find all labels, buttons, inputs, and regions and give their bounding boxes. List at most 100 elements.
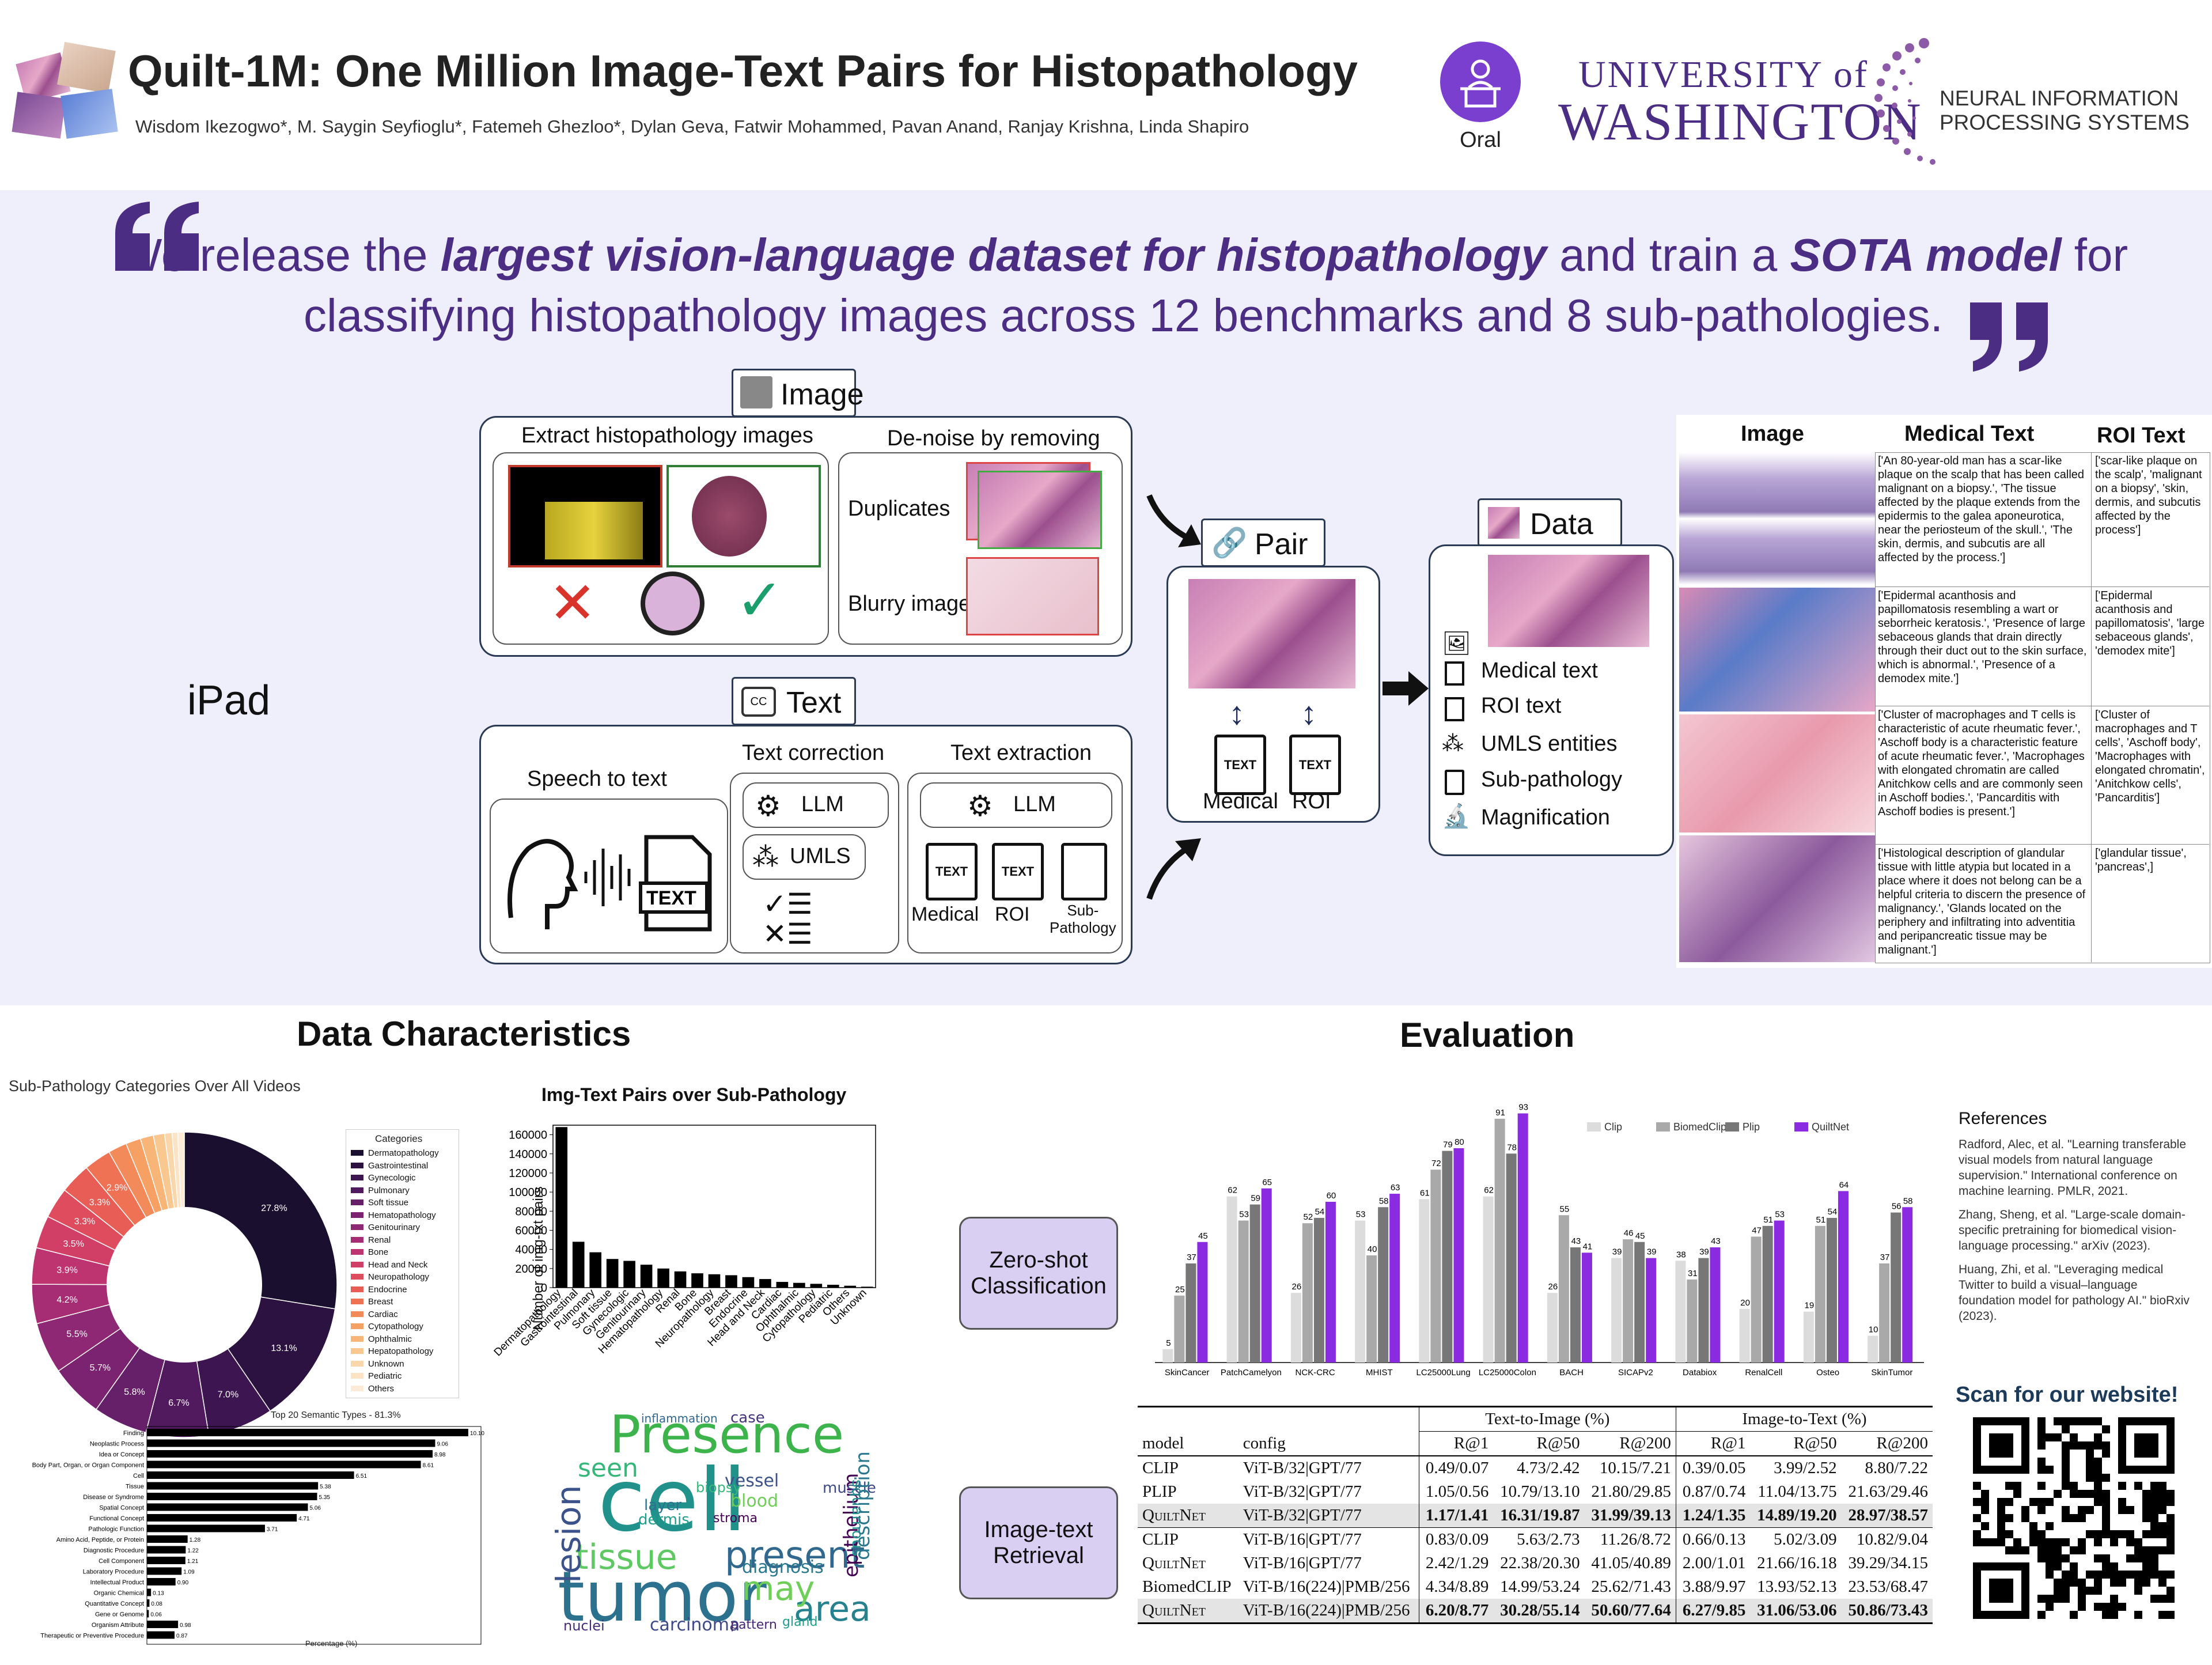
retrieval-cell: 23.53/68.47 (1848, 1577, 1928, 1596)
eval-bar (1419, 1199, 1430, 1363)
donut-slice-label: 27.8% (261, 1204, 287, 1213)
donut-chart: 27.8% 13.1% 7.0% 6.7% 5.8% 5.7% 5.5% 4.2% 3.9% 3.… (31, 1132, 338, 1438)
retrieval-cell: 16.31/19.87 (1500, 1506, 1580, 1524)
semantic-value: 0.06 (150, 1612, 162, 1618)
retrieval-spacer (1138, 1407, 1419, 1432)
eval-bar-value: 41 (1583, 1242, 1593, 1251)
legend-label: Breast (368, 1297, 393, 1307)
retrieval-cell: 0.39/0.05 (1675, 1456, 1751, 1480)
qr-code-icon[interactable] (1973, 1417, 2175, 1619)
eval-bar (1570, 1247, 1581, 1363)
pair-roi-label: ROI (1292, 789, 1331, 813)
word-may: may (742, 1569, 815, 1608)
eval-bar-value: 39 (1699, 1247, 1709, 1257)
col-t2i-r50: R@50 (1536, 1434, 1580, 1452)
legend-label: Unknown (368, 1359, 404, 1369)
legend-item: Neuropathology (351, 1272, 429, 1282)
retrieval-cell: ViT-B/16(224)|PMB/256 (1243, 1601, 1410, 1619)
word-cloud: Presence cell tumor tissue lesion presen… (552, 1410, 880, 1635)
semantic-bar (147, 1621, 179, 1628)
legend-label: Ophthalmic (368, 1334, 412, 1344)
pairs-bar (708, 1274, 721, 1288)
retrieval-cell: 21.80/29.85 (1591, 1482, 1671, 1501)
semantic-bar (147, 1557, 185, 1564)
text-title: Text (786, 686, 842, 720)
col-t2i-r1: R@1 (1418, 1431, 1494, 1456)
data-item-3: Sub-pathology (1481, 767, 1623, 792)
semantic-bar (147, 1588, 151, 1596)
eval-bar-value: 51 (1816, 1215, 1826, 1225)
word-presence: Presence (609, 1410, 844, 1465)
umls-box: ⁂ UMLS (743, 834, 866, 880)
retrieval-cell: 30.28/55.14 (1500, 1601, 1580, 1619)
legend-swatch (351, 1187, 363, 1193)
semantic-value: 1.21 (187, 1558, 199, 1565)
example-medical-2: ['Epidermal acanthosis and papillomatosi… (1878, 589, 2087, 685)
legend-item: Soft tissue (351, 1198, 408, 1208)
extract-label: Extract histopathology images (521, 423, 813, 448)
link-icon: 🔗 (1211, 527, 1248, 559)
semantic-value: 4.71 (298, 1516, 310, 1522)
semantic-bar (147, 1514, 297, 1522)
retrieval-cell: ViT-B/16|GPT/77 (1243, 1530, 1362, 1549)
legend-swatch (351, 1150, 363, 1156)
eval-bar-value: 79 (1443, 1140, 1453, 1150)
donut-slice-label: 3.9% (56, 1266, 77, 1276)
row-divider-1 (1875, 586, 2209, 587)
eval-bar (1879, 1263, 1890, 1363)
roi-text-icon (1445, 697, 1464, 721)
semantic-label: Body Part, Organ, or Organ Component (32, 1462, 144, 1469)
example-image-2 (1679, 588, 1875, 712)
retrieval-cell: 21.63/29.46 (1848, 1482, 1928, 1501)
eval-bar-value: 26 (1292, 1282, 1302, 1292)
eval-bar-value: 39 (1612, 1247, 1622, 1257)
eval-bar-value: 19 (1805, 1301, 1815, 1311)
example-roi-4: ['glandular tissue', 'pancreas',] (2095, 847, 2187, 873)
donut-slice-label: 5.7% (90, 1363, 111, 1373)
legend-swatch (351, 1224, 363, 1230)
pairs-bar (725, 1275, 737, 1288)
eval-bar (1366, 1255, 1377, 1363)
retrieval-cell: 21.66/16.18 (1757, 1554, 1837, 1572)
data-item-2: UMLS entities (1481, 732, 1618, 756)
eval-bar (1762, 1225, 1773, 1363)
legend-label: Renal (368, 1235, 391, 1245)
film-icon (740, 376, 772, 408)
retrieval-cell: 22.38/20.30 (1500, 1554, 1580, 1572)
examples-table: Image Medical Text ROI Text ['An 80-year… (1676, 415, 2212, 968)
word-present: present (725, 1534, 865, 1577)
legend-swatch (351, 1299, 363, 1304)
semantic-bar-chart: Finding 10.10 Neoplastic Process 9.06 Idea o… (32, 1426, 484, 1645)
semantic-label: Therapeutic or Preventive Procedure (40, 1633, 144, 1640)
eval-bar (1826, 1217, 1837, 1363)
legend-item: Dermatopathology (351, 1148, 439, 1158)
open-quote-icon (109, 199, 207, 277)
legend-label: Head and Neck (368, 1259, 428, 1270)
umls-network-icon: ⁂ (1442, 732, 1464, 756)
donut-slice-label: 3.5% (63, 1239, 84, 1249)
retrieval-cell: 8.80/7.22 (1865, 1459, 1928, 1477)
eval-bar (1675, 1261, 1686, 1363)
semantic-bar (147, 1546, 186, 1554)
zero-shot-label: Zero-shot Classification (959, 1217, 1118, 1330)
semantic-bar (147, 1567, 182, 1575)
semantic-value: 3.71 (267, 1527, 278, 1533)
retrieval-cell: 4.73/2.42 (1517, 1459, 1580, 1477)
eval-bar (1261, 1188, 1272, 1363)
legend-item: Genitourinary (351, 1223, 420, 1232)
pair-medical-doc-icon: TEXT (1214, 735, 1266, 795)
retrieval-cell: QuiltNet (1142, 1601, 1206, 1619)
retrieval-row: CLIP ViT-B/16|GPT/77 0.83/0.09 5.63/2.73 11.… (1138, 1527, 1933, 1552)
eval-bar (1698, 1258, 1709, 1363)
oral-label: Oral (1460, 128, 1501, 152)
donut-slice-label: 3.3% (89, 1198, 110, 1208)
semantic-label: Diagnostic Procedure (84, 1547, 144, 1554)
col-i2t-r1: R@1 (1675, 1431, 1751, 1456)
eval-legend-swatch (1656, 1122, 1670, 1132)
legend-swatch (351, 1373, 363, 1379)
retrieval-cell: 14.99/53.24 (1500, 1577, 1580, 1596)
eval-legend-label: Plip (1743, 1121, 1760, 1133)
pairs-bar (844, 1285, 857, 1288)
text-correction-label: Text correction (742, 741, 885, 765)
data-collage-icon (1488, 507, 1520, 539)
